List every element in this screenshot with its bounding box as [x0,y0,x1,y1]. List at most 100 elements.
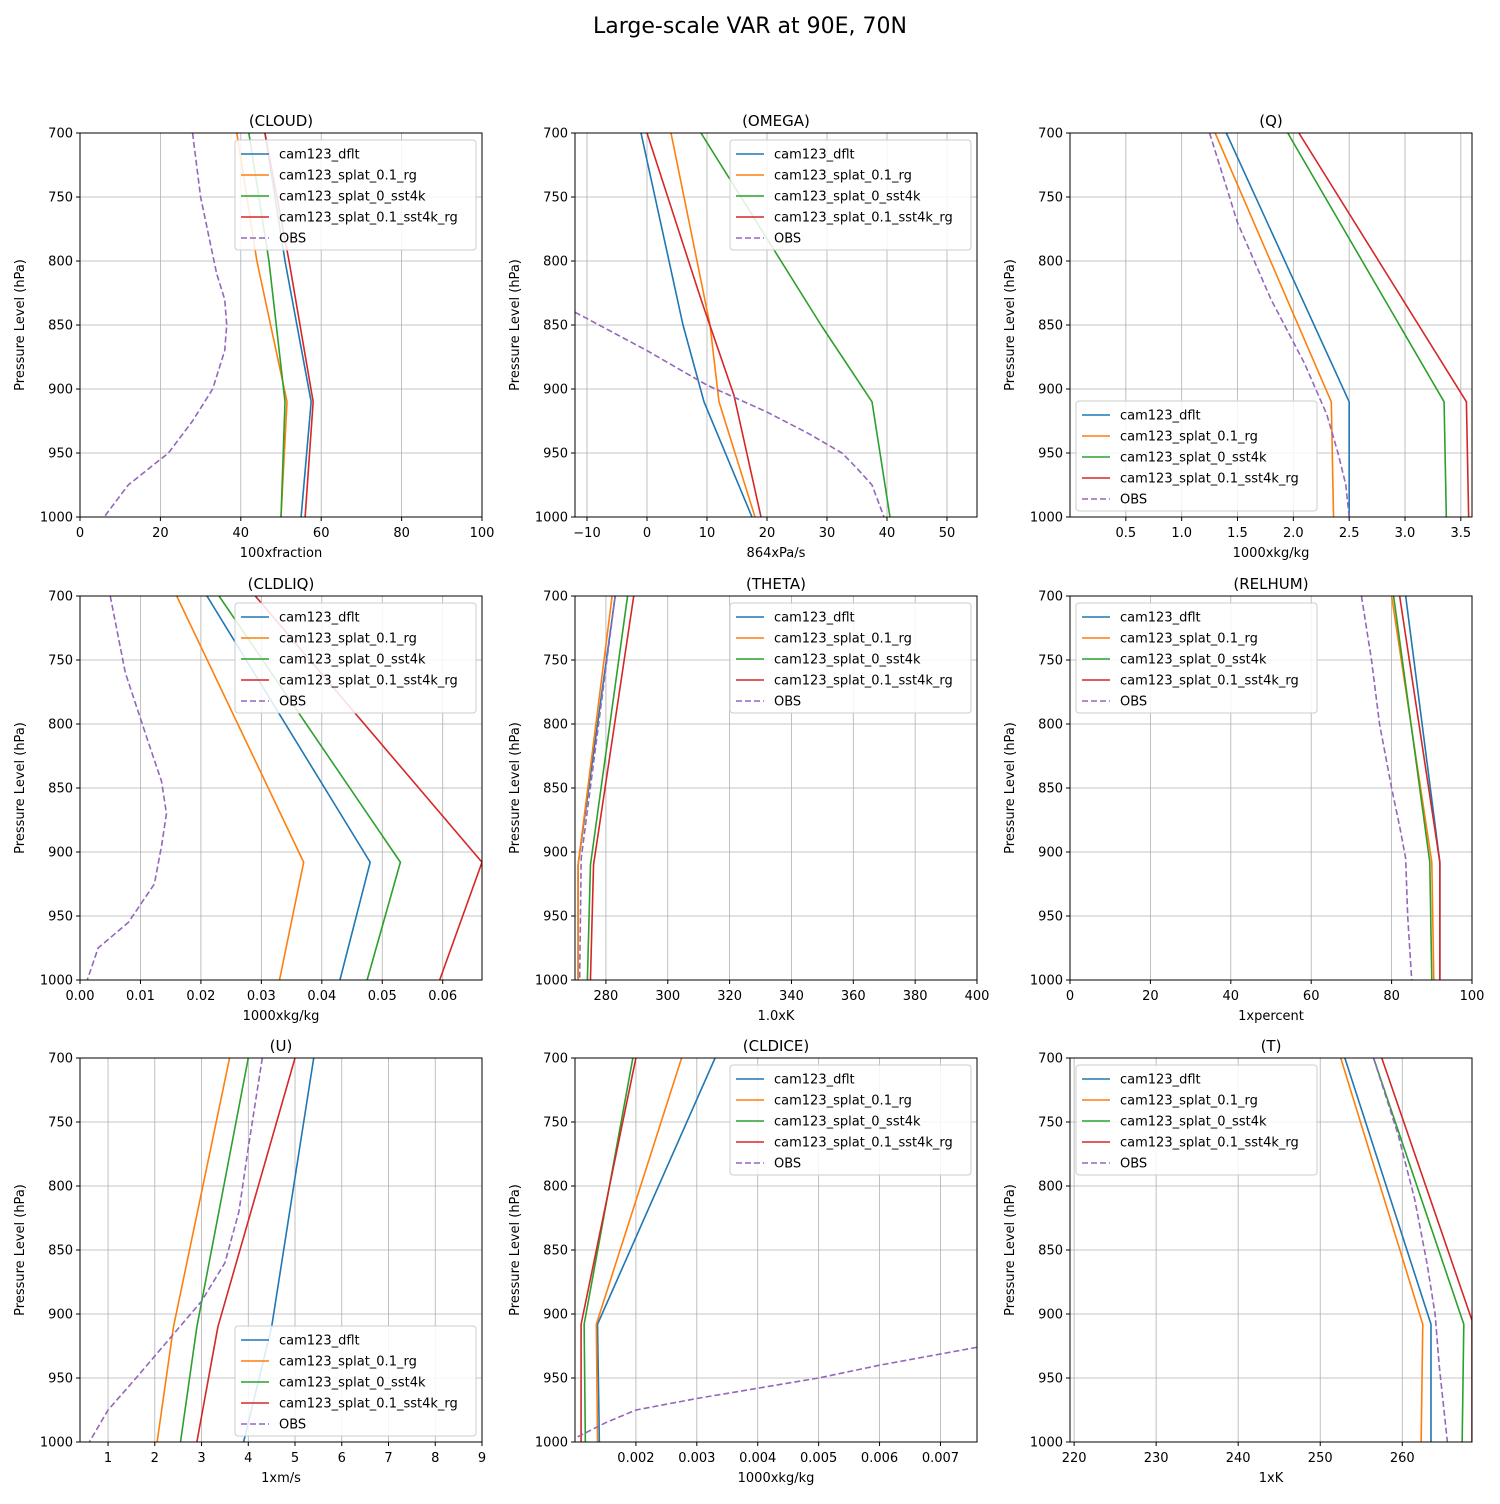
panel-8-ytick-label-2: 800 [543,1180,568,1195]
panel-4-legend-label-cam123_splat_0.1_sst4k_rg: cam123_splat_0.1_sst4k_rg [279,674,458,689]
panel-3-legend-label-OBS: OBS [1120,493,1147,508]
panel-8-ytick-label-1: 750 [543,1116,568,1131]
panel-5-ytick-label-1: 750 [543,654,568,669]
panel-7-ytick-label-1: 750 [48,1116,73,1131]
panel-2-series-cam123_dflt [640,133,753,517]
panel-4-xtick-label-6: 0.06 [428,989,457,1004]
panel-4-series-OBS [86,596,168,980]
panel-2: −10 0 10 20 30 40 50 700 750 800 850 900 950 1000 (OME… [508,112,978,561]
panel-7-xlabel: 1xm/s [261,1471,301,1486]
panel-8-legend-label-cam123_splat_0.1_rg: cam123_splat_0.1_rg [774,1094,912,1109]
panel-8-xtick-label-3: 0.005 [800,1451,837,1466]
panel-2-xtick-label-5: 40 [879,526,896,541]
panel-7-legend-box [234,1325,477,1437]
panel-2-xtick-label-0: −10 [573,526,600,541]
panel-1-legend-box [234,139,477,251]
panel-3-xtick-label-3: 2.0 [1283,526,1304,541]
panel-8-legend-box [729,1064,972,1176]
panel-7-xtick-label-0: 1 [104,1451,112,1466]
panel-1-xtick-label-3: 60 [313,526,330,541]
panel-3-ytick-label-0: 700 [1038,127,1063,142]
panel-9-legend: cam123_dflt cam123_splat_0.1_rg cam123_spl… [1075,1064,1318,1176]
panel-8-legend-label-cam123_dflt: cam123_dflt [774,1073,855,1088]
panel-7-ytick-label-2: 800 [48,1180,73,1195]
panel-6-ytick-label-1: 750 [1038,654,1063,669]
panel-9-series-cam123_dflt [1344,1058,1432,1442]
panel-3-xtick-label-2: 1.5 [1227,526,1248,541]
panel-4-legend-label-cam123_splat_0.1_rg: cam123_splat_0.1_rg [279,632,417,647]
panel-6-legend-label-cam123_splat_0.1_rg: cam123_splat_0.1_rg [1120,632,1258,647]
panel-2-series-cam123_splat_0.1_rg [670,133,756,517]
panel-2-ytick-label-4: 900 [543,383,568,398]
panel-3: 0.5 1.0 1.5 2.0 2.5 3.0 3.5 700 750 800 850 900 950 1… [1003,112,1473,561]
panel-2-legend-label-cam123_splat_0_sst4k: cam123_splat_0_sst4k [774,190,921,205]
panel-2-xtick-label-2: 10 [699,526,716,541]
panel-6-legend-label-OBS: OBS [1120,695,1147,710]
panel-6-xtick-label-3: 60 [1303,989,1320,1004]
panel-6-series-cam123_splat_0.1_sst4k_rg [1398,596,1441,980]
panel-9: 220 230 240 250 260 700 750 800 850 900 950 1000 (T)… [1003,1037,1473,1486]
panel-1-xtick-label-4: 80 [393,526,410,541]
panel-4-ytick-label-2: 800 [48,718,73,733]
panel-1-ytick-label-3: 850 [48,319,73,334]
panel-5-xtick-label-4: 360 [841,989,866,1004]
panel-8-legend-label-OBS: OBS [774,1157,801,1172]
panel-2-xtick-label-1: 0 [643,526,651,541]
panel-4-xtick-label-5: 0.05 [368,989,397,1004]
panel-3-xtick-label-6: 3.5 [1450,526,1471,541]
panel-3-legend: cam123_dflt cam123_splat_0.1_rg cam123_spl… [1075,400,1318,512]
panel-8-ytick-label-3: 850 [543,1244,568,1259]
panel-9-xtick-label-4: 260 [1390,1451,1415,1466]
panel-7-legend-label-OBS: OBS [279,1418,306,1433]
panel-1-ylabel: Pressure Level (hPa) [13,259,28,391]
panel-7-xtick-label-7: 8 [431,1451,439,1466]
panel-9-ytick-label-3: 850 [1038,1244,1063,1259]
panel-2-ytick-label-6: 1000 [535,511,568,526]
panel-1-legend-label-OBS: OBS [279,232,306,247]
panel-4-ylabel: Pressure Level (hPa) [13,722,28,854]
panel-5-xtick-label-0: 280 [594,989,619,1004]
panel-5-ytick-label-4: 900 [543,846,568,861]
panel-7-ytick-label-3: 850 [48,1244,73,1259]
panel-9-ytick-label-6: 1000 [1030,1436,1063,1451]
panel-8-legend-label-cam123_splat_0.1_sst4k_rg: cam123_splat_0.1_sst4k_rg [774,1136,953,1151]
panel-3-ytick-label-4: 900 [1038,383,1063,398]
panel-7-xtick-label-5: 6 [338,1451,346,1466]
panel-1-legend-label-cam123_splat_0.1_rg: cam123_splat_0.1_rg [279,169,417,184]
panel-5-series-cam123_splat_0.1_rg [577,596,613,980]
panel-2-xtick-label-6: 50 [939,526,956,541]
panel-8-xtick-label-1: 0.003 [678,1451,715,1466]
panel-7-ytick-label-4: 900 [48,1308,73,1323]
panel-5-xtick-label-2: 320 [717,989,742,1004]
panel-9-series-cam123_splat_0.1_sst4k_rg [1381,1058,1472,1442]
panel-3-series-cam123_splat_0_sst4k [1287,133,1448,517]
panel-6-ytick-label-4: 900 [1038,846,1063,861]
panel-1-title: (CLOUD) [249,112,313,130]
panel-3-xtick-label-1: 1.0 [1171,526,1192,541]
panel-9-ytick-label-5: 950 [1038,1372,1063,1387]
panel-7-legend-label-cam123_dflt: cam123_dflt [279,1334,360,1349]
panel-8-xtick-label-5: 0.007 [922,1451,959,1466]
panel-7-series-cam123_splat_0.1_sst4k_rg [196,1058,296,1442]
panel-9-ytick-label-0: 700 [1038,1052,1063,1067]
panel-4-legend-box [234,602,477,714]
panel-5-legend-label-OBS: OBS [774,695,801,710]
panel-3-ytick-label-6: 1000 [1030,511,1063,526]
panel-3-xtick-label-5: 3.0 [1395,526,1416,541]
panel-2-ytick-label-1: 750 [543,191,568,206]
panel-9-series-OBS [1372,1058,1449,1442]
panel-6-ytick-label-6: 1000 [1030,974,1063,989]
panel-5-xtick-label-1: 300 [655,989,680,1004]
panel-5-ytick-label-5: 950 [543,910,568,925]
panel-6-xtick-label-4: 80 [1383,989,1400,1004]
panel-4-xlabel: 1000xkg/kg [243,1009,320,1024]
panel-2-ytick-label-3: 850 [543,319,568,334]
panel-3-xtick-label-4: 2.5 [1339,526,1360,541]
panel-8-series-cam123_splat_0.1_rg [595,1058,683,1442]
panel-6-legend-box [1075,602,1318,714]
panel-2-ytick-label-2: 800 [543,255,568,270]
panel-1-ytick-label-6: 1000 [40,511,73,526]
panel-5: 280 300 320 340 360 380 400 700 750 800 850 900 950 1… [508,575,989,1024]
panel-7-series-cam123_splat_0_sst4k [179,1058,250,1442]
